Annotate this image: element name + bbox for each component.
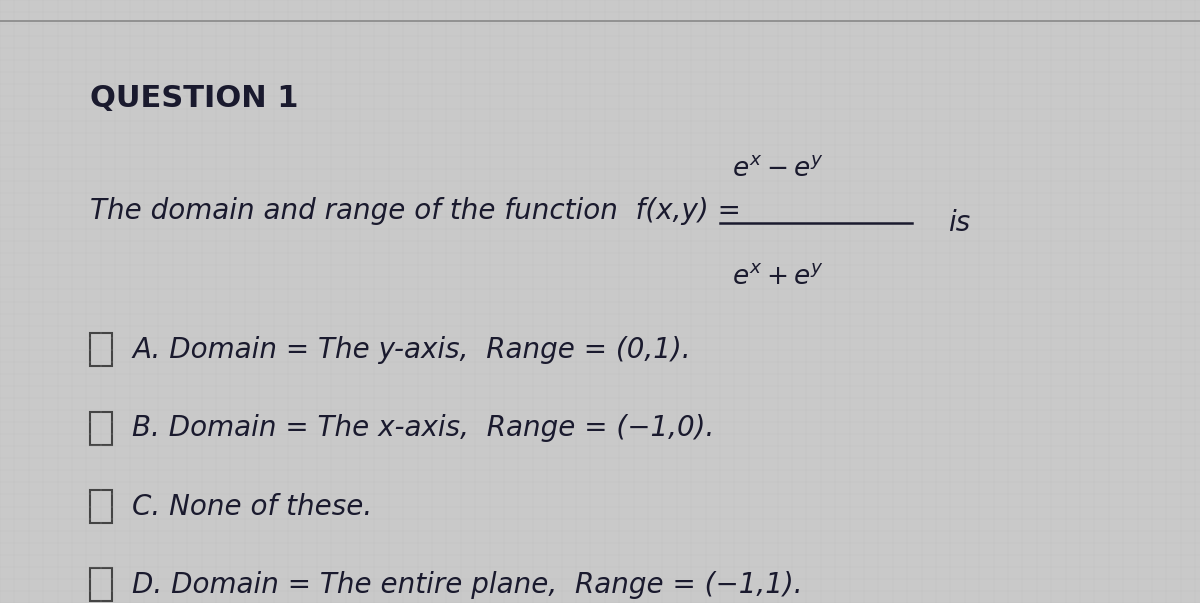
Text: The domain and range of the function  f(x,y) =: The domain and range of the function f(x… <box>90 197 740 225</box>
Text: QUESTION 1: QUESTION 1 <box>90 84 299 113</box>
Text: A. Domain = The y-axis,  Range = (0,1).: A. Domain = The y-axis, Range = (0,1). <box>132 336 691 364</box>
Text: $e^x + e^y$: $e^x + e^y$ <box>732 264 824 291</box>
Text: $e^x - e^y$: $e^x - e^y$ <box>732 156 824 182</box>
Text: D. Domain = The entire plane,  Range = (−1,1).: D. Domain = The entire plane, Range = (−… <box>132 571 803 599</box>
Text: is: is <box>948 209 971 237</box>
Bar <box>90 412 112 445</box>
Text: B. Domain = The x-axis,  Range = (−1,0).: B. Domain = The x-axis, Range = (−1,0). <box>132 414 714 442</box>
Bar <box>90 333 112 367</box>
Bar <box>90 490 112 523</box>
Bar <box>90 568 112 602</box>
Text: C. None of these.: C. None of these. <box>132 493 372 520</box>
